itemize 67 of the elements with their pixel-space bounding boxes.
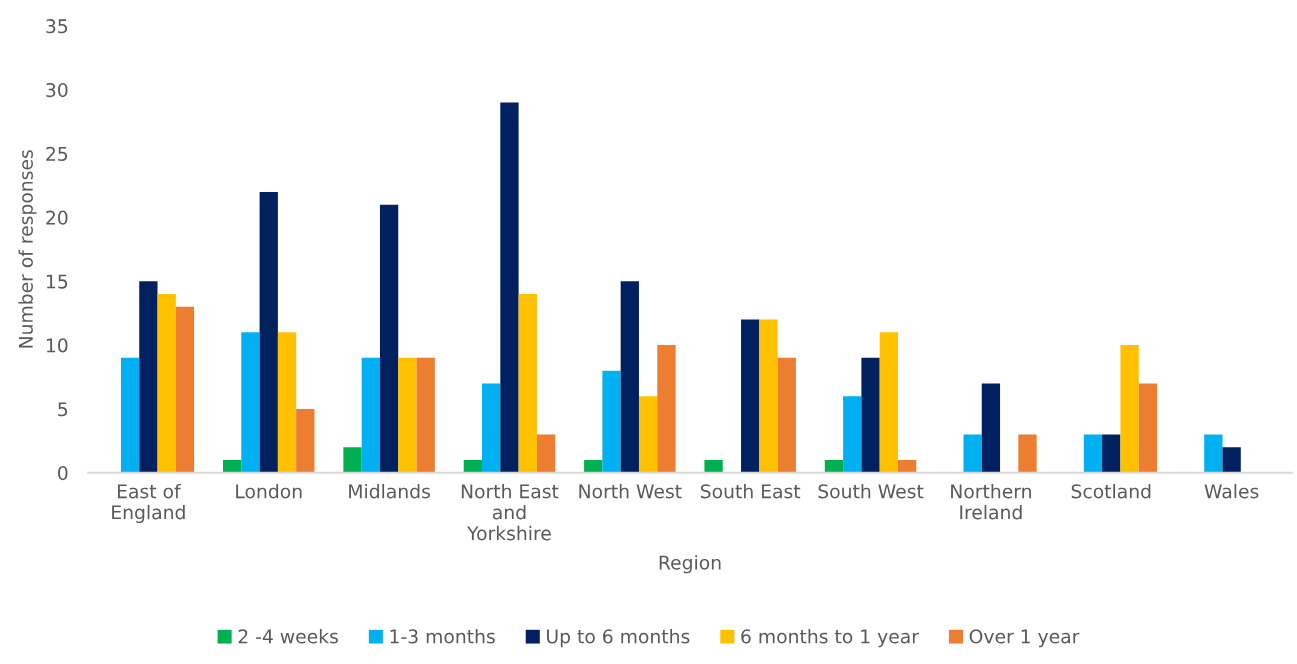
bar	[1120, 345, 1139, 473]
x-tick-label: Scotland	[1071, 483, 1151, 499]
bar	[981, 383, 1001, 473]
bar	[343, 447, 362, 473]
bar	[398, 357, 417, 473]
bar	[463, 460, 483, 473]
bar	[843, 396, 862, 473]
bar	[657, 345, 676, 473]
x-tick-label: North East and Yorkshire	[461, 483, 559, 541]
bar	[120, 357, 140, 473]
y-tick-label: 25	[46, 146, 68, 161]
bar	[139, 281, 158, 473]
bar	[1222, 447, 1241, 473]
y-tick-label: 20	[46, 210, 68, 225]
x-tick-label: Wales	[1204, 483, 1259, 499]
bar	[277, 332, 297, 473]
bar	[620, 281, 639, 473]
bar	[1018, 434, 1037, 473]
bar	[518, 294, 537, 473]
y-tick-label: 15	[46, 274, 68, 289]
x-tick-label: East of England	[112, 483, 185, 524]
bar	[500, 102, 519, 473]
y-tick-label: 35	[46, 19, 68, 34]
legend-label: Up to 6 months	[547, 628, 690, 648]
bar	[704, 460, 723, 473]
bar	[241, 332, 260, 473]
bar	[638, 396, 658, 473]
bar	[1204, 434, 1223, 473]
bar	[1138, 383, 1158, 473]
bar	[175, 306, 195, 473]
y-tick-label: 5	[58, 402, 68, 417]
bar	[259, 191, 278, 473]
bar	[897, 460, 917, 473]
bar	[379, 204, 399, 473]
bar	[963, 434, 982, 473]
y-axis-title: Number of responses	[18, 150, 37, 348]
x-tick-label: Midlands	[349, 483, 430, 499]
x-tick-label: South West	[818, 483, 924, 499]
y-tick-label: 0	[58, 465, 68, 481]
bar	[824, 460, 844, 473]
bar	[482, 383, 501, 473]
bar	[777, 357, 796, 473]
legend-label: 6 months to 1 year	[741, 628, 919, 648]
bar	[741, 319, 760, 473]
legend-label: Over 1 year	[969, 629, 1080, 648]
legend-label: 2 -4 weeks	[238, 628, 338, 644]
x-axis-title: Region	[659, 555, 721, 574]
x-tick-label: Northern Ireland	[951, 483, 1031, 520]
x-tick-label: North West	[579, 483, 682, 499]
bar	[584, 460, 603, 473]
y-tick-label: 10	[46, 338, 68, 353]
bar	[879, 332, 898, 473]
legend-label: 1-3 months	[390, 628, 495, 644]
bar	[861, 357, 880, 473]
bar	[296, 408, 315, 473]
bar	[223, 460, 242, 473]
bar	[602, 370, 621, 473]
bar	[536, 434, 556, 473]
bar	[1083, 434, 1103, 473]
y-tick-label: 30	[46, 82, 68, 98]
bar	[1102, 434, 1121, 473]
x-tick-label: London	[236, 483, 302, 499]
bar	[361, 357, 380, 473]
bar	[157, 294, 176, 473]
bar	[759, 319, 778, 473]
x-tick-label: South East	[700, 483, 801, 499]
bar	[416, 357, 435, 473]
